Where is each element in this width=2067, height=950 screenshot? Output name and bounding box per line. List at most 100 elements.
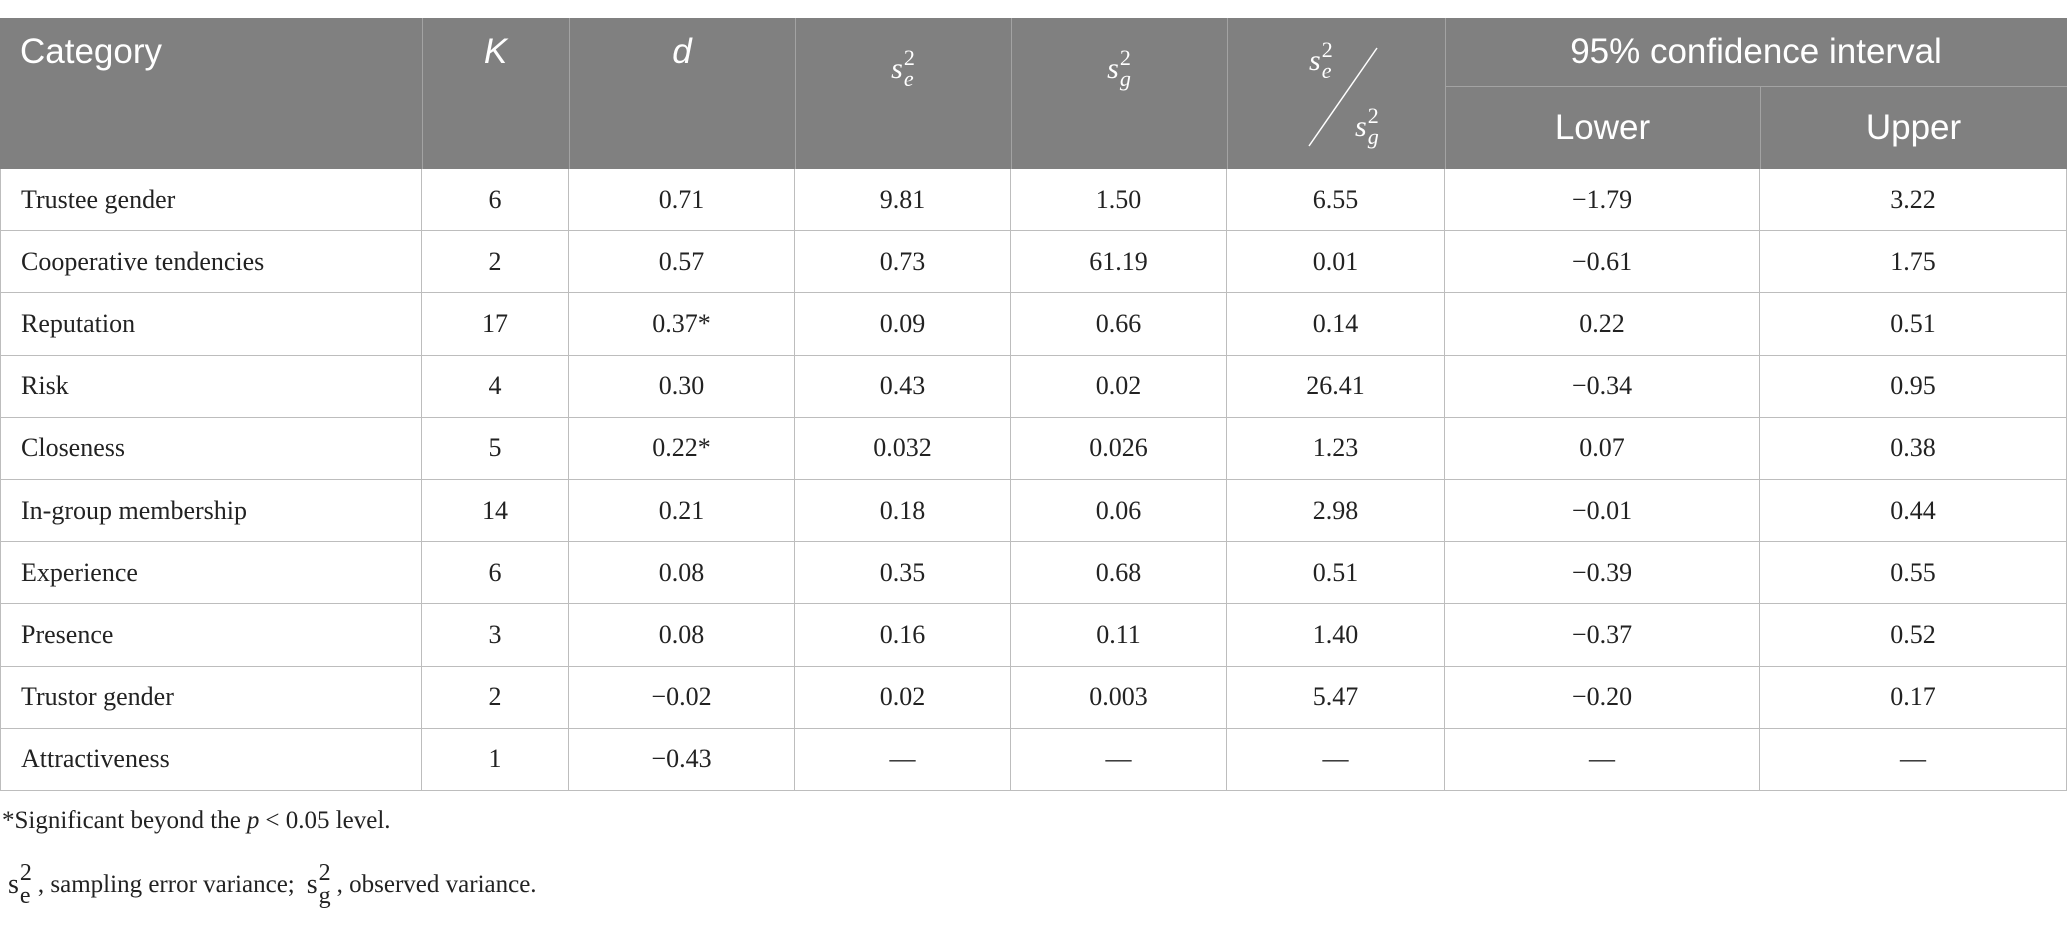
table-cell: 5 [422, 417, 569, 480]
table-cell: 2.98 [1227, 480, 1445, 543]
row-label: Presence [0, 604, 422, 667]
table-cell: 0.026 [1011, 417, 1227, 480]
math-subscript: g [1119, 65, 1131, 91]
math-base: s [1309, 43, 1321, 77]
slash-line [1308, 47, 1378, 147]
table-cell: 0.17 [1760, 666, 2067, 729]
table-cell: 2 [422, 666, 569, 729]
header-background [0, 18, 2067, 169]
row-label: Trustee gender [0, 169, 422, 232]
table-cell: 0.95 [1760, 355, 2067, 418]
footnote-p: p [246, 807, 260, 834]
row-label: In-group membership [0, 480, 422, 543]
math-base: s [306, 869, 318, 900]
table-cell: 1 [422, 728, 569, 791]
table-cell: 4 [422, 355, 569, 418]
table-cell: 5.47 [1227, 666, 1445, 729]
math-base: s [891, 51, 903, 85]
table-cell: 0.032 [795, 417, 1011, 480]
footnote-text: , observed variance. [336, 871, 537, 898]
table-cell: 1.50 [1011, 169, 1227, 232]
table-cell: — [1445, 728, 1760, 791]
table-cell: 26.41 [1227, 355, 1445, 418]
math-superscript: 2 [1367, 103, 1379, 128]
header-k: K [483, 32, 508, 71]
table-cell: — [1011, 728, 1227, 791]
table-cell: 0.37* [569, 293, 795, 356]
table-cell: −1.79 [1445, 169, 1760, 232]
table-cell: 0.11 [1011, 604, 1227, 667]
math-base: s [8, 869, 19, 900]
table-cell: 0.57 [569, 231, 795, 294]
table-cell: 0.22* [569, 417, 795, 480]
table-cell: 3.22 [1760, 169, 2067, 232]
math-subscript: e [1321, 57, 1332, 83]
table-cell: −0.02 [569, 666, 795, 729]
math-subscript: g [1367, 123, 1379, 149]
table-cell: 6 [422, 542, 569, 605]
table-cell: 0.06 [1011, 480, 1227, 543]
column-divider [569, 18, 570, 169]
table-cell: 0.38 [1760, 417, 2067, 480]
table-cell: 0.08 [569, 604, 795, 667]
table-cell: 0.21 [569, 480, 795, 543]
table-cell: 0.51 [1760, 293, 2067, 356]
table-cell: 0.73 [795, 231, 1011, 294]
footnote-significance: *Significant beyond the p < 0.05 level. [2, 803, 391, 839]
math-base: s [1107, 51, 1119, 85]
table-cell: −0.20 [1445, 666, 1760, 729]
table-cell: 0.09 [795, 293, 1011, 356]
table-cell: 0.02 [795, 666, 1011, 729]
table-cell: 61.19 [1011, 231, 1227, 294]
table-cell: 0.30 [569, 355, 795, 418]
footnote-text: *Significant beyond the [2, 807, 241, 834]
table-cell: 6.55 [1227, 169, 1445, 232]
table-cell: 0.66 [1011, 293, 1227, 356]
table-cell: 0.003 [1011, 666, 1227, 729]
table-cell: 1.40 [1227, 604, 1445, 667]
row-label: Risk [0, 355, 422, 418]
column-divider [1227, 18, 1228, 169]
table-cell: 0.07 [1445, 417, 1760, 480]
table-cell: 0.22 [1445, 293, 1760, 356]
header-ci: 95% confidence interval [1570, 32, 1942, 71]
column-divider [1445, 18, 1446, 169]
math-superscript: 2 [1321, 37, 1333, 62]
header-category: Category [20, 32, 163, 71]
table-cell: −0.61 [1445, 231, 1760, 294]
table-cell: — [1760, 728, 2067, 791]
header-upper: Upper [1865, 107, 1962, 147]
table-cell: 0.01 [1227, 231, 1445, 294]
math-superscript: 2 [318, 860, 331, 887]
table-cell: 6 [422, 169, 569, 232]
table-cell: 0.02 [1011, 355, 1227, 418]
math-subscript: e [19, 883, 31, 909]
table-cell: 9.81 [795, 169, 1011, 232]
table-cell: 1.75 [1760, 231, 2067, 294]
table-cell: 0.08 [569, 542, 795, 605]
table-cell: 0.51 [1227, 542, 1445, 605]
math-subscript: g [318, 883, 331, 909]
table-cell: — [795, 728, 1011, 791]
math-superscript: 2 [19, 860, 32, 887]
table-cell: 0.16 [795, 604, 1011, 667]
math-base: s [1355, 109, 1367, 143]
row-label: Cooperative tendencies [0, 231, 422, 294]
ratio-slash [1308, 47, 1378, 147]
column-divider [1011, 18, 1012, 169]
table-cell: −0.01 [1445, 480, 1760, 543]
header-d: d [672, 32, 692, 71]
table-cell: 14 [422, 480, 569, 543]
table-cell: 0.43 [795, 355, 1011, 418]
table-cell: 1.23 [1227, 417, 1445, 480]
